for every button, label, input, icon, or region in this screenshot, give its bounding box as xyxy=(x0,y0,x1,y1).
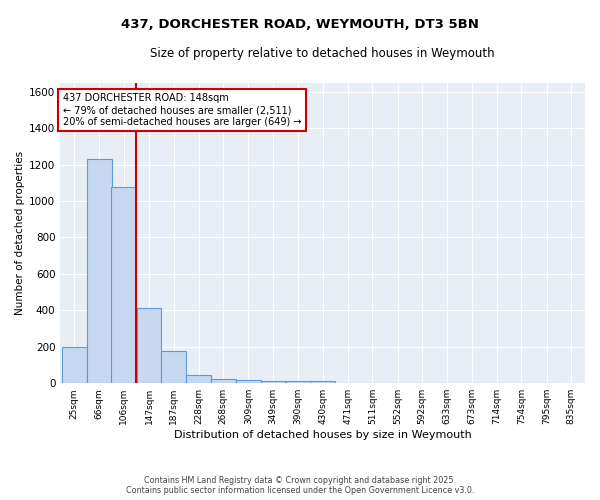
Text: 437, DORCHESTER ROAD, WEYMOUTH, DT3 5BN: 437, DORCHESTER ROAD, WEYMOUTH, DT3 5BN xyxy=(121,18,479,30)
Bar xyxy=(137,308,161,383)
Text: Contains HM Land Registry data © Crown copyright and database right 2025.
Contai: Contains HM Land Registry data © Crown c… xyxy=(126,476,474,495)
Bar xyxy=(236,380,261,383)
Bar xyxy=(310,382,335,383)
Text: 437 DORCHESTER ROAD: 148sqm
← 79% of detached houses are smaller (2,511)
20% of : 437 DORCHESTER ROAD: 148sqm ← 79% of det… xyxy=(63,94,301,126)
Bar xyxy=(161,352,186,383)
Bar xyxy=(87,159,112,383)
Bar xyxy=(62,347,86,383)
Bar xyxy=(112,188,136,383)
Bar xyxy=(186,375,211,383)
Y-axis label: Number of detached properties: Number of detached properties xyxy=(15,151,25,315)
Bar xyxy=(260,382,286,383)
Bar xyxy=(211,378,236,383)
Title: Size of property relative to detached houses in Weymouth: Size of property relative to detached ho… xyxy=(151,48,495,60)
Bar xyxy=(286,382,311,383)
X-axis label: Distribution of detached houses by size in Weymouth: Distribution of detached houses by size … xyxy=(174,430,472,440)
